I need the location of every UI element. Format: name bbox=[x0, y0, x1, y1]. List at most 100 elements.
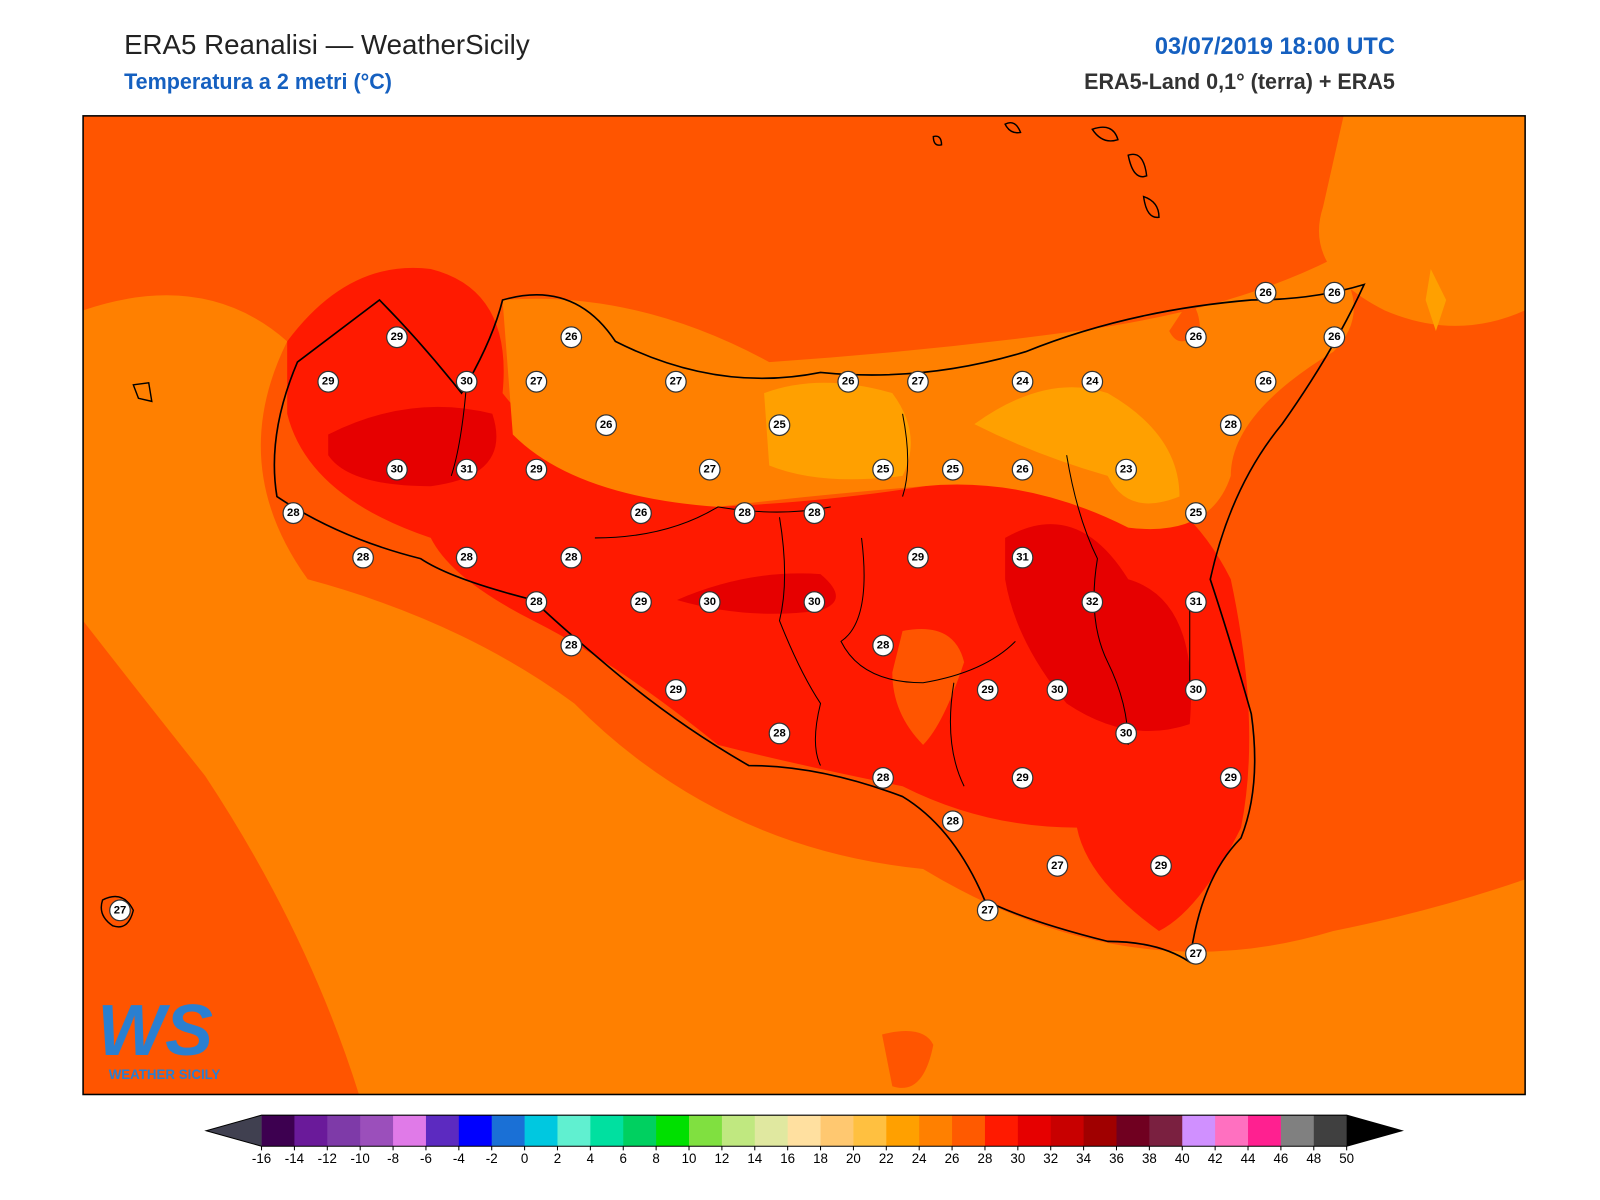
station-value: 28 bbox=[1224, 419, 1237, 431]
station-marker bbox=[1011, 458, 1034, 481]
station-value: 30 bbox=[1190, 684, 1203, 696]
station-value: 25 bbox=[947, 464, 960, 476]
colorbar-tick-label: 20 bbox=[846, 1151, 861, 1166]
colorbar-tick-label: 44 bbox=[1241, 1151, 1256, 1166]
station-value: 27 bbox=[530, 376, 543, 388]
colorbar-tick-label: -6 bbox=[420, 1151, 432, 1166]
colorbar-swatch bbox=[327, 1115, 361, 1147]
subtitle: Temperatura a 2 metri (°C) bbox=[124, 69, 392, 94]
station-marker bbox=[109, 899, 131, 922]
station-marker bbox=[837, 370, 860, 393]
station-marker bbox=[455, 546, 478, 569]
colorbar-tick-label: -12 bbox=[318, 1151, 337, 1166]
station-marker bbox=[872, 634, 894, 657]
station-marker bbox=[803, 591, 826, 614]
station-value: 27 bbox=[1051, 860, 1064, 872]
colorbar-tick-label: 22 bbox=[879, 1151, 894, 1166]
stations: 29 26 29 30 27 27 26 27 24 24 26 26 26 26 26 26 25 28 30 31… bbox=[109, 281, 1346, 965]
colorbar-tick-label: 24 bbox=[912, 1151, 927, 1166]
station-value: 28 bbox=[460, 552, 473, 564]
station-marker bbox=[941, 810, 964, 833]
station-value: 28 bbox=[808, 507, 821, 519]
station-marker bbox=[733, 502, 756, 525]
colorbar-swatch bbox=[1182, 1115, 1216, 1147]
station-marker bbox=[665, 679, 687, 701]
station-marker bbox=[1323, 281, 1346, 304]
station-value: 26 bbox=[1016, 464, 1029, 476]
colorbar-tick-label: 46 bbox=[1273, 1151, 1288, 1166]
colorbar-tick-label: -4 bbox=[453, 1151, 465, 1166]
station-value: 29 bbox=[981, 684, 994, 696]
datetime: 03/07/2019 18:00 UTC bbox=[1155, 34, 1395, 60]
colorbar-swatch bbox=[1017, 1115, 1052, 1147]
colorbar-tick-label: -16 bbox=[252, 1151, 271, 1166]
station-value: 28 bbox=[738, 507, 751, 519]
station-value: 30 bbox=[391, 464, 404, 476]
colorbar-swatch bbox=[393, 1115, 427, 1147]
station-value: 28 bbox=[877, 639, 890, 651]
station-marker bbox=[560, 634, 583, 657]
colorbar-swatch bbox=[1149, 1115, 1183, 1147]
colorbar-swatch bbox=[557, 1115, 591, 1147]
station-marker bbox=[525, 591, 548, 614]
station-value: 29 bbox=[391, 331, 404, 343]
station-marker bbox=[595, 414, 618, 437]
station-value: 30 bbox=[703, 596, 716, 608]
station-value: 26 bbox=[842, 376, 855, 388]
colorbar-swatch bbox=[1215, 1115, 1249, 1147]
station-marker bbox=[698, 591, 721, 614]
station-value: 30 bbox=[1120, 727, 1133, 739]
station-marker bbox=[1046, 679, 1069, 701]
station-value: 32 bbox=[1086, 596, 1099, 608]
station-marker bbox=[1254, 281, 1277, 304]
colorbar-tick-label: 4 bbox=[587, 1151, 595, 1166]
station-value: 26 bbox=[565, 331, 578, 343]
colorbar-swatch bbox=[656, 1115, 690, 1147]
station-value: 25 bbox=[877, 464, 890, 476]
station-value: 31 bbox=[1016, 552, 1029, 564]
station-value: 29 bbox=[322, 376, 335, 388]
colorbar-under bbox=[206, 1115, 262, 1147]
station-value: 24 bbox=[1016, 376, 1029, 388]
colorbar-swatch bbox=[886, 1115, 920, 1147]
station-value: 26 bbox=[1328, 287, 1341, 299]
colorbar-swatch bbox=[1083, 1115, 1118, 1147]
station-marker bbox=[803, 502, 826, 525]
station-value: 26 bbox=[1190, 331, 1203, 343]
colorbar-tick-label: 40 bbox=[1175, 1151, 1190, 1166]
colorbar-tick-label: 14 bbox=[747, 1151, 762, 1166]
colorbar-swatch bbox=[853, 1115, 887, 1147]
station-marker bbox=[1081, 370, 1104, 393]
station-value: 30 bbox=[808, 596, 821, 608]
station-marker bbox=[768, 414, 791, 437]
station-value: 27 bbox=[114, 904, 127, 916]
colorbar-tick-label: 32 bbox=[1043, 1151, 1058, 1166]
logo: WS WEATHER SICILY bbox=[97, 991, 220, 1082]
station-marker bbox=[941, 458, 964, 481]
station-marker bbox=[1081, 591, 1104, 614]
station-marker bbox=[976, 899, 999, 922]
colorbar-tick-label: 36 bbox=[1109, 1151, 1124, 1166]
colorbar-tick-label: -10 bbox=[351, 1151, 370, 1166]
colorbar-tick-label: 34 bbox=[1076, 1151, 1091, 1166]
station-value: 23 bbox=[1120, 464, 1133, 476]
title: ERA5 Reanalisi — WeatherSicily bbox=[124, 29, 530, 60]
colorbar-tick-label: 38 bbox=[1142, 1151, 1157, 1166]
colorbar-tick-label: 30 bbox=[1010, 1151, 1025, 1166]
station-marker bbox=[976, 679, 999, 701]
station-marker bbox=[317, 370, 340, 393]
station-value: 29 bbox=[1155, 860, 1168, 872]
station-value: 31 bbox=[1190, 596, 1203, 608]
station-marker bbox=[1011, 546, 1034, 569]
station-value: 29 bbox=[670, 684, 683, 696]
colorbar-swatch bbox=[1280, 1115, 1315, 1147]
station-value: 29 bbox=[635, 596, 648, 608]
colorbar-tick-label: 18 bbox=[813, 1151, 828, 1166]
colorbar-swatch bbox=[360, 1115, 394, 1147]
logo-caption: WEATHER SICILY bbox=[109, 1067, 221, 1082]
station-value: 29 bbox=[1224, 772, 1237, 784]
colorbar-swatch bbox=[1050, 1115, 1085, 1147]
colorbar: -16 -14 -12 -10 -8 -6 -4 -2 0 2 4 6 8 10 12 14 16 18 20 22 2… bbox=[204, 1114, 1404, 1166]
station-marker bbox=[1185, 326, 1207, 349]
